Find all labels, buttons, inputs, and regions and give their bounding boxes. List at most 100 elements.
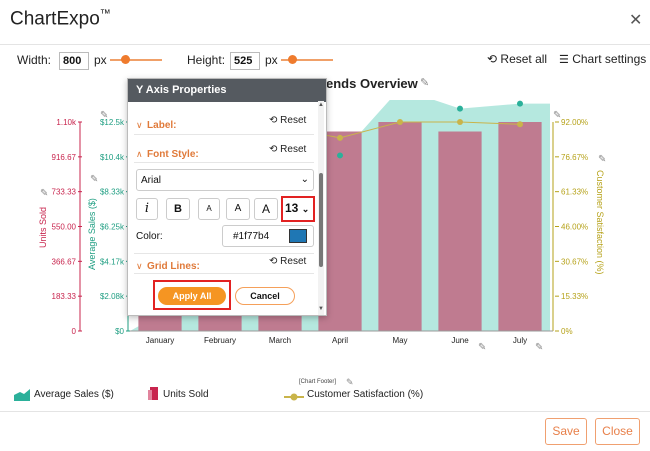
- edit-category-axis-icon[interactable]: ✎: [535, 342, 544, 353]
- units-sold-bar: [378, 122, 422, 331]
- chevron-up-icon: ∧: [136, 149, 143, 159]
- sales-axis-title[interactable]: Average Sales ($): [87, 198, 97, 270]
- y-axis-properties-panel: Y Axis Properties ∨ Label: ⟲ Reset ∧ Fon…: [127, 78, 327, 316]
- app-title: ChartExpo™: [10, 8, 111, 30]
- edit-footer-icon[interactable]: ✎: [346, 377, 354, 387]
- edit-axis-title-icon[interactable]: ✎: [40, 188, 49, 199]
- height-unit: px: [265, 53, 278, 67]
- apply-all-highlight: [153, 280, 231, 310]
- italic-button[interactable]: i: [136, 198, 158, 220]
- satisfaction-axis-tick-label: 15.33%: [561, 292, 588, 301]
- edit-axis-icon[interactable]: ✎: [553, 110, 562, 121]
- chevron-down-icon: ⌄: [300, 174, 309, 185]
- chevron-down-icon: ⌄: [301, 204, 310, 214]
- width-unit: px: [94, 53, 107, 67]
- units-sold-bar: [438, 131, 482, 331]
- height-label: Height:: [187, 53, 226, 67]
- panel-title: Y Axis Properties: [128, 79, 326, 102]
- edit-axis-title-icon[interactable]: ✎: [598, 154, 607, 165]
- label-section-toggle[interactable]: ∨ Label:: [136, 120, 177, 131]
- satisfaction-point: [517, 121, 523, 128]
- edit-axis-title-icon[interactable]: ✎: [90, 174, 99, 185]
- font-size-select[interactable]: 13 ⌄: [285, 201, 310, 215]
- legend-units-sold[interactable]: Units Sold: [163, 389, 209, 400]
- legend-satisfaction[interactable]: Customer Satisfaction (%): [307, 389, 424, 400]
- satisfaction-axis-tick-label: 0%: [561, 327, 573, 336]
- units-axis-tick-label: 733.33: [52, 188, 77, 197]
- units-axis-tick-label: 183.33: [52, 292, 77, 301]
- satisfaction-point: [337, 134, 343, 141]
- satisfaction-axis-tick-label: 30.67%: [561, 257, 588, 266]
- edit-axis-icon[interactable]: ✎: [100, 110, 109, 121]
- scroll-up-icon[interactable]: ▲: [318, 102, 324, 108]
- close-icon[interactable]: ✕: [629, 12, 643, 29]
- grid-lines-reset-button[interactable]: ⟲ Reset: [269, 256, 307, 267]
- reset-all-button[interactable]: ⟲ Reset all: [487, 52, 548, 66]
- height-slider-handle[interactable]: [288, 55, 297, 64]
- color-swatch[interactable]: [289, 229, 307, 243]
- sales-axis-tick-label: $0: [115, 327, 124, 336]
- satisfaction-axis-tick-label: 92.00%: [561, 118, 588, 127]
- font-size-medium-button[interactable]: A: [226, 198, 250, 220]
- color-input[interactable]: #1f77b4: [222, 225, 314, 247]
- close-button[interactable]: Close: [595, 418, 640, 445]
- reset-icon: ⟲: [269, 144, 278, 155]
- legend-average-sales-swatch: [14, 388, 30, 401]
- chevron-down-icon: ∨: [136, 261, 143, 271]
- sales-point: [457, 105, 463, 112]
- chart-title[interactable]: ends Overview: [326, 76, 418, 91]
- cancel-button[interactable]: Cancel: [235, 287, 295, 305]
- satisfaction-axis-tick-label: 61.33%: [561, 188, 588, 197]
- chart-area: 0 183.33 366.67 550.00 733.33 916.67 1.10k $0 $2…: [52, 100, 588, 345]
- units-sold-bar: [498, 122, 542, 331]
- chart-footer-label[interactable]: [Chart Footer]: [299, 379, 337, 385]
- divider: [134, 253, 314, 254]
- font-size-small-button[interactable]: A: [198, 198, 220, 220]
- width-slider-handle[interactable]: [121, 55, 130, 64]
- sales-axis-tick-label: $6.25k: [100, 223, 125, 232]
- footer-divider: [0, 411, 650, 412]
- x-axis-tick-label: January: [146, 336, 174, 345]
- font-style-section-toggle[interactable]: ∧ Font Style:: [136, 149, 199, 160]
- font-style-reset-button[interactable]: ⟲ Reset: [269, 144, 307, 155]
- units-axis-tick-label: 1.10k: [56, 118, 77, 127]
- units-axis-title[interactable]: Units Sold: [38, 206, 48, 248]
- chart-settings-button[interactable]: ☰ Chart settings: [559, 52, 647, 66]
- edit-title-icon[interactable]: ✎: [420, 77, 430, 89]
- color-label: Color:: [136, 231, 163, 242]
- divider: [134, 273, 314, 274]
- width-input[interactable]: [59, 52, 89, 70]
- width-slider-track[interactable]: [110, 59, 162, 61]
- font-family-select[interactable]: Arial ⌄: [136, 169, 314, 191]
- reset-icon: ⟲: [269, 115, 278, 126]
- header-divider: [0, 44, 650, 45]
- bold-button[interactable]: B: [166, 198, 190, 220]
- apply-all-button[interactable]: Apply All: [158, 287, 226, 305]
- height-input[interactable]: [230, 52, 260, 70]
- label-reset-button[interactable]: ⟲ Reset: [269, 115, 307, 126]
- save-button[interactable]: Save: [545, 418, 587, 445]
- font-size-large-button[interactable]: A: [254, 198, 278, 220]
- legend-average-sales[interactable]: Average Sales ($): [34, 389, 114, 400]
- grid-lines-section-toggle[interactable]: ∨ Grid Lines:: [136, 261, 200, 272]
- satisfaction-point: [457, 119, 463, 125]
- edit-category-axis-icon[interactable]: ✎: [478, 342, 487, 353]
- divider: [134, 134, 314, 135]
- satisfaction-point: [397, 119, 403, 125]
- satisfaction-axis-title[interactable]: Customer Satisfaction (%): [595, 170, 605, 275]
- units-axis-tick-label: 0: [72, 327, 77, 336]
- x-axis-tick-label: April: [332, 336, 348, 345]
- settings-sliders-icon: ☰: [559, 54, 569, 66]
- scroll-down-icon[interactable]: ▼: [318, 306, 324, 312]
- x-axis-tick-label: March: [269, 336, 291, 345]
- chevron-down-icon: ∨: [136, 120, 143, 130]
- units-axis-tick-label: 550.00: [52, 223, 77, 232]
- sales-point: [337, 152, 343, 159]
- panel-scrollbar-thumb[interactable]: [319, 173, 323, 267]
- width-label: Width:: [17, 53, 52, 67]
- units-axis-tick-label: 366.67: [52, 257, 77, 266]
- sales-axis-tick-label: $10.4k: [100, 153, 125, 162]
- x-axis-tick-label: July: [513, 336, 527, 345]
- divider: [134, 162, 314, 163]
- height-slider-track[interactable]: [281, 59, 333, 61]
